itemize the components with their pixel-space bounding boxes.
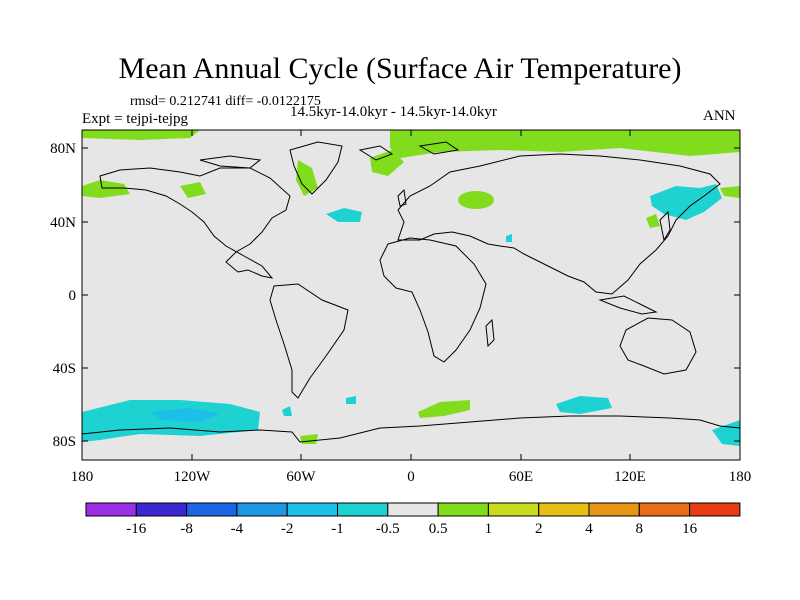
coast-antarctica: [82, 415, 740, 443]
coast-africa: [379, 237, 487, 363]
coast-uk: [397, 188, 407, 207]
colorbar-box-11: [638, 502, 691, 517]
colorbar-label-6: 0.5: [429, 521, 448, 537]
colorbar-label-2: -4: [231, 521, 244, 537]
colorbar-labels: -16 -8 -4 -2 -1 -0.5 0.5 1 2 4 8 16: [126, 521, 697, 537]
colorbar: -16 -8 -4 -2 -1 -0.5 0.5 1 2 4 8 16: [85, 502, 741, 537]
colorbar-label-3: -2: [281, 521, 294, 537]
coast-japan: [659, 210, 671, 242]
lon-label-180e: 180: [729, 469, 752, 485]
anomaly-cyan-arabia: [506, 234, 512, 242]
colorbar-box-8: [487, 502, 540, 517]
anomaly-green-arctic-west: [82, 130, 200, 140]
colorbar-box-5: [337, 502, 389, 517]
axis-tick-marks: [81, 130, 741, 460]
colorbar-label-8: 2: [535, 521, 543, 537]
colorbar-label-10: 8: [636, 521, 644, 537]
longitude-labels: 180 120W 60W 0 60E 120E 180: [71, 469, 752, 485]
coast-greenland: [289, 141, 343, 195]
colorbar-box-9: [538, 502, 590, 517]
plot-title: Mean Annual Cycle (Surface Air Temperatu…: [118, 52, 682, 85]
anomaly-green-canada: [180, 182, 206, 198]
colorbar-box-2: [186, 502, 238, 517]
lon-label-60w: 60W: [286, 469, 316, 485]
anomaly-green-southern-atlantic: [418, 400, 470, 418]
lon-label-0: 0: [407, 469, 415, 485]
season-label: ANN: [703, 108, 736, 124]
lat-label-80s: 80S: [53, 434, 76, 450]
colorbar-box-7: [437, 502, 489, 517]
coast-arctic-islands: [199, 141, 460, 169]
anomaly-green-pacific-nw: [720, 186, 740, 198]
coast-north-america: [99, 167, 291, 279]
experiment-label: Expt = tejpi-tejpg: [82, 111, 188, 127]
colorbar-box-1: [135, 502, 188, 517]
anomaly-green-alaska: [82, 180, 130, 198]
colorbar-label-5: -0.5: [376, 521, 400, 537]
colorbar-label-9: 4: [585, 521, 593, 537]
lon-label-180w: 180: [71, 469, 94, 485]
anomaly-green-arctic-east: [390, 130, 740, 158]
colorbar-box-10: [588, 502, 640, 517]
lon-label-120e: 120E: [614, 469, 646, 485]
colorbar-boxes: [85, 502, 741, 517]
anomaly-green-greenland: [296, 160, 318, 196]
lat-label-0: 0: [69, 288, 77, 304]
anomaly-regions: [82, 130, 740, 446]
colorbar-box-12: [689, 502, 741, 517]
colorbar-label-7: 1: [485, 521, 493, 537]
colorbar-label-0: -16: [126, 521, 146, 537]
anomaly-cyan-north-atlantic: [326, 208, 362, 222]
anomaly-cyan-small-drake: [282, 406, 292, 416]
anomaly-green-japan: [646, 214, 660, 228]
coast-south-america: [269, 283, 349, 399]
period-label: 14.5kyr-14.0kyr - 14.5kyr-14.0kyr: [290, 104, 497, 120]
colorbar-label-11: 16: [682, 521, 698, 537]
colorbar-box-4: [286, 502, 339, 517]
anomaly-green-central-asia: [458, 191, 494, 209]
lat-label-40s: 40S: [53, 361, 76, 377]
coast-europe-asia: [397, 153, 721, 295]
anomaly-cyan-ross-sea: [712, 420, 740, 446]
colorbar-box-6: [387, 502, 439, 517]
lat-label-40n: 40N: [50, 215, 76, 231]
lon-label-120w: 120W: [174, 469, 212, 485]
latitude-labels: 80N 40N 0 40S 80S: [50, 141, 76, 450]
coast-madagascar: [485, 318, 495, 348]
anomaly-cyan-southern-indian: [556, 396, 612, 414]
coastlines: [82, 141, 740, 443]
colorbar-label-4: -1: [331, 521, 344, 537]
colorbar-box-0: [85, 502, 137, 517]
anomaly-cyan-north-pacific: [650, 184, 722, 220]
anomaly-blue-southern-pacific-core: [150, 408, 220, 422]
anomaly-cyan-small-atlantic: [346, 396, 356, 404]
coast-maritime-asia: [598, 295, 658, 315]
coast-australia: [619, 317, 697, 375]
lon-label-60e: 60E: [509, 469, 533, 485]
colorbar-label-1: -8: [180, 521, 193, 537]
rmsd-diff-stats: rmsd= 0.212741 diff= -0.0122175: [130, 94, 321, 109]
lat-label-80n: 80N: [50, 141, 76, 157]
anomaly-green-barents: [370, 150, 404, 176]
colorbar-box-3: [236, 502, 288, 517]
